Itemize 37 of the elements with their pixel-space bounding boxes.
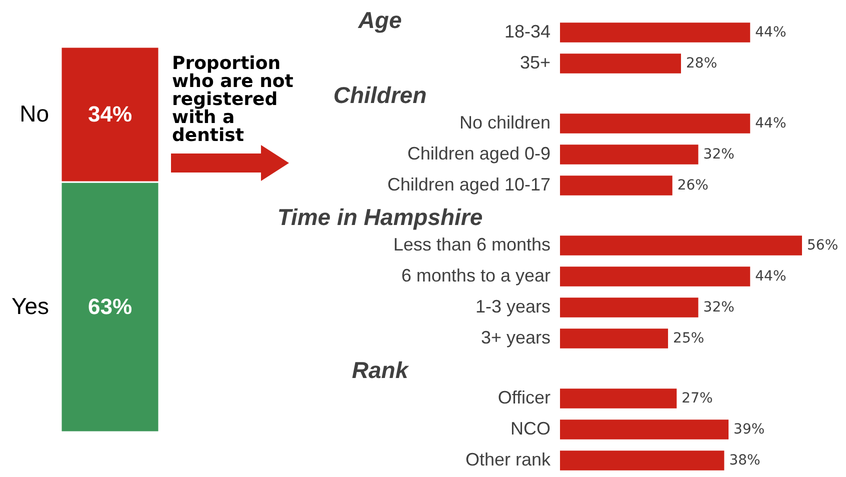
data-label: 44% — [755, 268, 786, 284]
y-tick-label: 3+ years — [480, 328, 550, 348]
data-label: 39% — [734, 422, 765, 438]
data-label: 63% — [88, 294, 132, 319]
bar — [560, 236, 802, 256]
y-tick-label: Children aged 0-9 — [407, 144, 550, 164]
y-tick-label: Children aged 10-17 — [387, 174, 550, 194]
data-label: 32% — [703, 300, 734, 316]
y-tick-label: 1-3 years — [475, 296, 550, 316]
data-label: 44% — [755, 24, 786, 40]
chart-title: Time in Hampshire — [277, 204, 483, 230]
data-label: 32% — [703, 146, 734, 162]
data-label: 56% — [807, 238, 838, 254]
y-tick-label: NCO — [510, 418, 550, 438]
data-label: 44% — [755, 116, 786, 132]
chart-title: Age — [357, 7, 402, 33]
chart-title: Rank — [352, 357, 410, 383]
data-label: 34% — [88, 101, 132, 126]
text: Proportion who are not registered with a dentist — [172, 53, 294, 146]
data-label: 26% — [677, 178, 708, 194]
bar — [560, 266, 750, 286]
bar — [560, 328, 668, 348]
series-label: No — [20, 100, 49, 126]
data-label: 28% — [686, 56, 718, 72]
y-tick-label: 6 months to a year — [401, 266, 550, 286]
series-label: Yes — [11, 292, 49, 319]
y-tick-label: 18-34 — [504, 22, 550, 42]
data-label: 27% — [682, 390, 713, 406]
y-tick-label: 35+ — [520, 52, 550, 72]
y-tick-label: Less than 6 months — [393, 234, 550, 254]
y-tick-label: Officer — [498, 388, 550, 408]
bar — [560, 298, 698, 318]
data-label: 38% — [729, 452, 760, 468]
data-label: 25% — [673, 330, 704, 346]
chart-title: Children — [333, 82, 427, 108]
y-tick-label: Other rank — [465, 450, 552, 470]
y-tick-label: No children — [459, 112, 550, 132]
